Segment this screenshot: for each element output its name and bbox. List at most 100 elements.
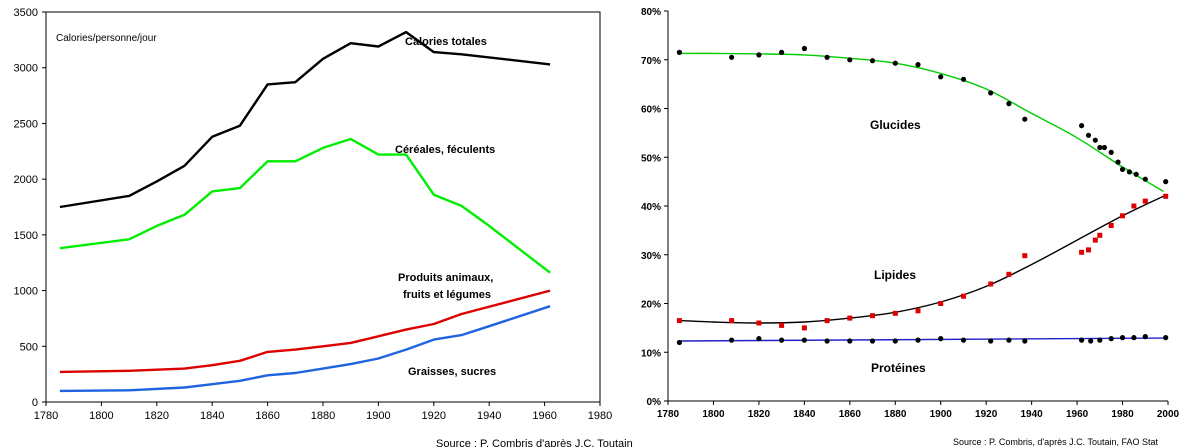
point-glucides-0 (676, 49, 683, 56)
right-x-tick-label-1820: 1820 (748, 409, 771, 420)
left-x-tick-label-1960: 1960 (532, 410, 556, 422)
right-x-tick-label-1900: 1900 (930, 409, 953, 420)
point-glucides-11 (960, 76, 967, 82)
point-glucides-6 (847, 57, 853, 63)
point-lipides-20 (1120, 213, 1125, 219)
left-y-tick-label-500: 500 (20, 341, 38, 353)
point-proteines-1 (729, 337, 735, 343)
right-x-tick-label-1780: 1780 (657, 409, 680, 420)
left-x-tick-label-1980: 1980 (588, 410, 612, 422)
point-proteines-21 (1142, 334, 1148, 340)
left-y-tick-label-3000: 3000 (14, 63, 38, 75)
left-x-tick-label-1900: 1900 (366, 410, 390, 422)
right-y-tick-label-50: 50% (641, 153, 661, 164)
point-lipides-23 (1163, 193, 1169, 199)
point-proteines-9 (915, 337, 921, 343)
left-x-tick-label-1920: 1920 (422, 410, 446, 422)
point-glucides-25 (1142, 176, 1148, 182)
point-glucides-1 (729, 54, 735, 60)
right-y-tick-label-20: 20% (641, 300, 661, 311)
point-glucides-2 (756, 52, 762, 58)
point-glucides-9 (915, 62, 921, 68)
point-lipides-13 (1006, 271, 1012, 277)
right-y-tick-label-70: 70% (641, 56, 661, 67)
point-proteines-19 (1119, 335, 1126, 341)
label-produits-animaux-line1: Produits animaux, (398, 272, 493, 284)
left-y-tick-label-2000: 2000 (14, 174, 38, 186)
point-proteines-4 (801, 337, 808, 343)
point-glucides-4 (801, 45, 808, 52)
label-glucides: Glucides (870, 118, 921, 132)
point-glucides-20 (1108, 149, 1114, 155)
point-proteines-0 (676, 339, 683, 346)
point-lipides-10 (938, 301, 944, 306)
point-glucides-8 (892, 60, 898, 66)
point-proteines-10 (938, 336, 944, 342)
point-proteines-17 (1097, 337, 1103, 343)
calories-chart: Calories/personne/jour Source : P. Combr… (14, 7, 633, 447)
trend-lipides (679, 195, 1164, 324)
right-x-tick-label-2000: 2000 (1157, 409, 1180, 420)
point-proteines-5 (824, 338, 830, 344)
label-calories-totales: Calories totales (405, 36, 487, 48)
point-proteines-13 (1006, 337, 1012, 343)
left-y-tick-label-1500: 1500 (14, 230, 38, 242)
point-lipides-15 (1079, 249, 1085, 255)
point-lipides-6 (847, 315, 853, 321)
point-lipides-12 (988, 281, 994, 287)
point-proteines-14 (1022, 338, 1028, 344)
left-y-tick-label-2500: 2500 (14, 118, 38, 130)
right-x-tick-label-1960: 1960 (1066, 409, 1089, 420)
left-series-lines (59, 30, 551, 393)
point-lipides-5 (824, 318, 830, 324)
right-x-tick-label-1800: 1800 (702, 409, 725, 420)
line-graisses-sucres (59, 305, 551, 393)
left-y-tick-label-3500: 3500 (14, 7, 38, 19)
right-y-tick-label-30: 30% (641, 251, 661, 262)
line-cereales-feculents (59, 137, 551, 274)
right-x-tick-label-1920: 1920 (975, 409, 998, 420)
point-glucides-3 (779, 49, 785, 56)
right-x-tick-label-1940: 1940 (1021, 409, 1044, 420)
left-source-text: Source : P. Combris d'après J.C. Toutain (436, 438, 633, 447)
point-proteines-8 (892, 338, 898, 344)
right-y-tick-label-10: 10% (641, 348, 661, 359)
trend-glucides (679, 52, 1164, 193)
left-x-tick-label-1880: 1880 (311, 410, 335, 422)
point-glucides-7 (869, 58, 876, 64)
left-x-tick-label-1780: 1780 (34, 410, 58, 422)
left-x-tick-label-1840: 1840 (200, 410, 224, 422)
left-axes: 0 500 1000 1500 2000 2500 3000 3500 1780 1800 1820… (14, 7, 613, 422)
point-proteines-11 (960, 337, 967, 343)
label-graisses-sucres: Graisses, sucres (408, 366, 496, 378)
right-x-tick-label-1860: 1860 (839, 409, 862, 420)
point-lipides-16 (1086, 247, 1091, 253)
point-glucides-19 (1101, 144, 1107, 151)
label-produits-animaux-line2: fruits et légumes (403, 289, 491, 301)
point-proteines-16 (1088, 338, 1094, 344)
point-lipides-4 (801, 325, 807, 331)
point-glucides-14 (1022, 116, 1028, 122)
line-calories-totales (59, 30, 551, 209)
line-produits-animaux-fruits-et-legumes (59, 289, 551, 374)
point-glucides-15 (1079, 123, 1085, 129)
point-proteines-2 (756, 336, 762, 342)
point-lipides-14 (1022, 253, 1028, 259)
point-proteines-3 (779, 337, 785, 343)
left-x-tick-label-1940: 1940 (477, 410, 501, 422)
right-source-text: Source : P. Combris, d'après J.C. Toutai… (953, 437, 1158, 447)
left-x-tick-label-1820: 1820 (145, 410, 169, 422)
point-lipides-18 (1097, 232, 1103, 238)
point-glucides-17 (1092, 137, 1098, 143)
point-glucides-22 (1119, 166, 1126, 172)
right-y-tick-label-60: 60% (641, 105, 661, 116)
point-lipides-1 (729, 318, 735, 324)
point-lipides-19 (1108, 223, 1114, 228)
point-lipides-17 (1092, 237, 1098, 243)
right-y-tick-label-80: 80% (641, 7, 661, 18)
label-lipides: Lipides (874, 268, 916, 282)
point-glucides-10 (938, 74, 944, 80)
point-lipides-7 (870, 313, 875, 319)
left-x-tick-label-1800: 1800 (89, 410, 113, 422)
